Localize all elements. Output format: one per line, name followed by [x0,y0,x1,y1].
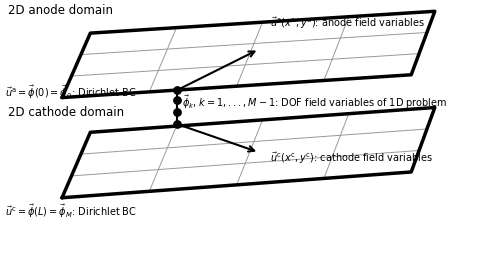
Text: 2D anode domain: 2D anode domain [8,4,113,17]
Polygon shape [62,11,435,98]
Point [174,110,182,114]
Point [174,122,182,126]
Text: $\vec{u}^\mathrm{c}=\vec{\phi}(L)=\vec{\phi}_M$: Dirichlet BC: $\vec{u}^\mathrm{c}=\vec{\phi}(L)=\vec{\… [6,203,138,220]
Text: $\vec{\phi}_k$, $k=1,..., M-1$: DOF field variables of 1D problem: $\vec{\phi}_k$, $k=1,..., M-1$: DOF fiel… [182,93,448,111]
Polygon shape [62,107,435,198]
Text: 2D cathode domain: 2D cathode domain [8,106,124,119]
Text: $\vec{u}^\mathrm{c}(x^\mathrm{c}, y^\mathrm{c})$: cathode field variables: $\vec{u}^\mathrm{c}(x^\mathrm{c}, y^\mat… [270,150,432,166]
Point [174,98,182,102]
Point [174,88,182,92]
Text: $\vec{u}^\mathrm{a}=\vec{\phi}(0)=\vec{\phi}_0$: Dirichlet BC: $\vec{u}^\mathrm{a}=\vec{\phi}(0)=\vec{\… [6,84,137,101]
Text: $\vec{u}^\mathrm{a}(x^\mathrm{a}, y^\mathrm{a})$: anode field variables: $\vec{u}^\mathrm{a}(x^\mathrm{a}, y^\mat… [270,15,424,31]
